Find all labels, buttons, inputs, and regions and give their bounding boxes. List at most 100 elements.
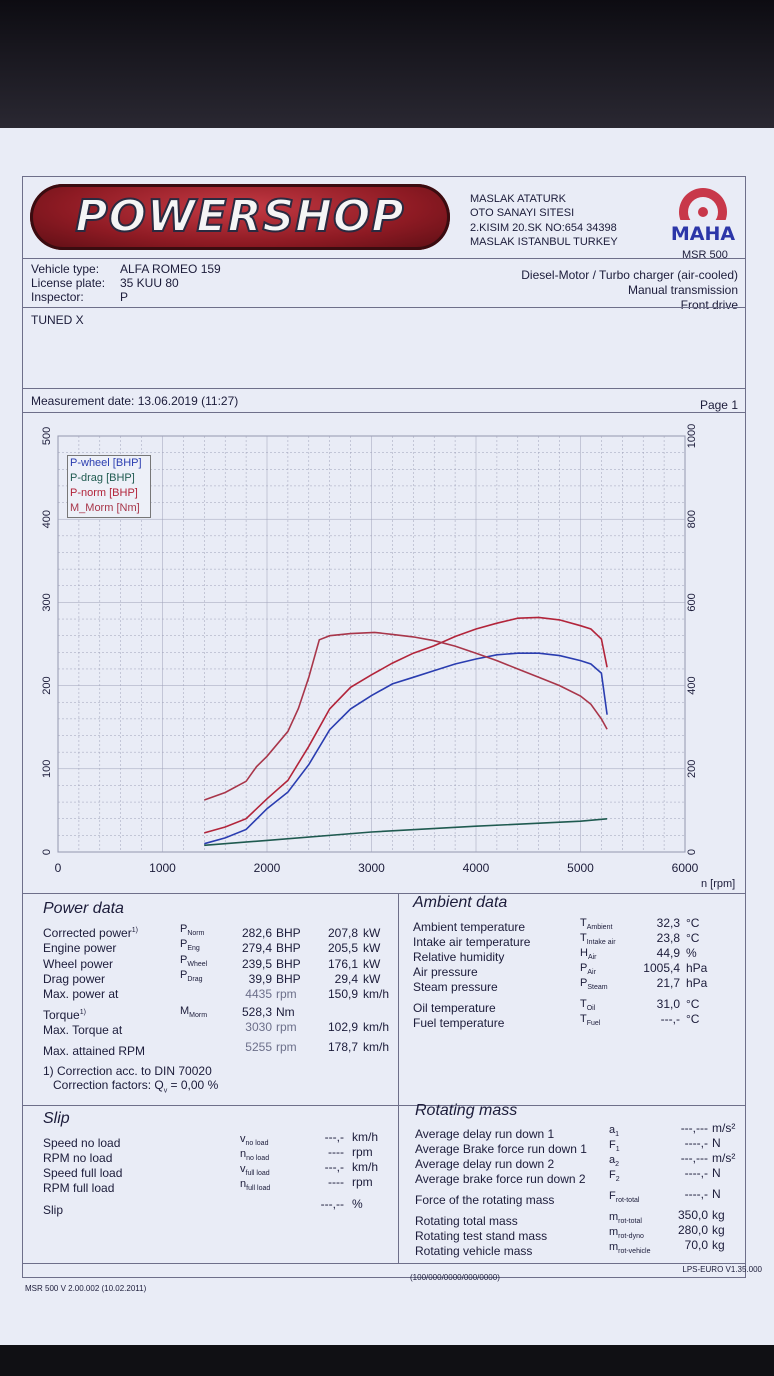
power-row-unit2: kW <box>363 926 381 940</box>
rotating-row-symbol: mrot-vehicle <box>609 1241 651 1256</box>
divider <box>22 893 746 894</box>
ambient-row-label: Oil temperature <box>413 1001 496 1015</box>
divider <box>22 388 746 389</box>
rotating-row-label: Rotating vehicle mass <box>415 1244 533 1258</box>
rotating-row-symbol: a2 <box>609 1154 620 1169</box>
slip-row-unit: km/h <box>352 1160 379 1174</box>
rotating-row-unit: N <box>712 1136 721 1150</box>
slip-row-unit: rpm <box>352 1145 373 1159</box>
slip-row-symbol: vfull load <box>240 1163 270 1178</box>
rotating-row-unit: m/s² <box>712 1151 736 1165</box>
model-label: MSR 500 <box>682 249 728 261</box>
y-left-tick-label: 300 <box>41 593 53 611</box>
slip-row-symbol: nfull load <box>240 1178 271 1193</box>
legend-p-wheel: P-wheel [BHP] <box>70 457 142 469</box>
ambient-row-symbol: PAir <box>580 962 596 977</box>
divider <box>22 1105 746 1106</box>
ambient-row-symbol: TFuel <box>580 1013 601 1028</box>
background-top <box>0 0 774 130</box>
engine-type: Diesel-Motor / Turbo charger (air-cooled… <box>521 268 738 282</box>
rotating-row-label: Force of the rotating mass <box>415 1193 555 1207</box>
printout-sheet <box>0 128 774 1348</box>
torque-at-rpm: 3030 <box>245 1020 272 1034</box>
x-tick-label: 3000 <box>358 861 385 875</box>
ambient-row-label: Air pressure <box>413 965 478 979</box>
slip-row-unit: rpm <box>352 1175 373 1189</box>
slip-row-label: Speed no load <box>43 1136 121 1150</box>
torque-at-speed: 102,9 <box>327 1020 358 1034</box>
p-norm-line <box>204 616 608 834</box>
x-tick-label: 0 <box>55 861 62 875</box>
torque-at-speed-unit: km/h <box>363 1020 390 1034</box>
torque-value: 528,3 <box>241 1005 272 1019</box>
legend-p-norm: P-norm [BHP] <box>70 487 138 499</box>
rotating-mass-title: Rotating mass <box>415 1102 518 1119</box>
rotating-row-value: ----,- <box>684 1187 708 1201</box>
torque-unit: Nm <box>276 1005 295 1019</box>
y-left-tick-label: 200 <box>41 676 53 694</box>
power-row-symbol: PEng <box>180 938 200 953</box>
slip-row-label: Speed full load <box>43 1166 123 1180</box>
remark: TUNED X <box>31 313 84 327</box>
power-row-value1: 4435 <box>245 987 272 1001</box>
p-drag-line <box>204 818 608 847</box>
rotating-row-value: 350,0 <box>677 1208 708 1222</box>
y-right-tick-label: 1000 <box>686 424 698 448</box>
rotating-row-unit: kg <box>712 1238 725 1252</box>
ambient-row-unit: °C <box>686 931 700 945</box>
torque-line <box>204 631 608 801</box>
ambient-row-symbol: TOil <box>580 998 596 1013</box>
report-frame <box>22 176 746 1278</box>
ambient-row-value: 32,3 <box>656 916 680 930</box>
slip-row-value: ---,- <box>324 1160 344 1174</box>
rotating-row-unit: kg <box>712 1223 725 1237</box>
vehicle-type-label: Vehicle type: <box>31 262 100 276</box>
power-row-unit1: rpm <box>276 987 297 1001</box>
slip-row-unit: km/h <box>352 1130 379 1144</box>
power-row-label: Max. power at <box>43 987 119 1001</box>
rotating-row-label: Rotating test stand mass <box>415 1229 548 1243</box>
power-row-symbol: PNorm <box>180 923 205 938</box>
power-row-value1: 39,9 <box>248 972 272 986</box>
ambient-row-unit: hPa <box>686 961 708 975</box>
ambient-row-label: Relative humidity <box>413 950 505 964</box>
legend-torque: M_Morm [Nm] <box>70 502 140 514</box>
slip-row-label: Slip <box>43 1203 64 1217</box>
power-row-unit2: km/h <box>363 987 390 1001</box>
rotating-row-value: ---,--- <box>680 1121 708 1135</box>
footer-software: LPS-EURO V1.35.000 <box>682 1265 762 1274</box>
footer-code: (100/000/0000/000/0000) <box>410 1273 500 1282</box>
y-left-tick-label: 500 <box>41 427 53 445</box>
x-tick-label: 1000 <box>149 861 176 875</box>
rotating-row-value: ----,- <box>684 1166 708 1180</box>
background-bottom <box>0 1345 774 1376</box>
correction-factors: Correction factors: Qv = 0,00 % <box>53 1078 219 1095</box>
rotating-row-unit: kg <box>712 1208 725 1222</box>
y-left-tick-label: 100 <box>41 760 53 778</box>
page-number: Page 1 <box>699 398 738 412</box>
y-right-tick-label: 800 <box>686 510 698 528</box>
chart-legend: P-wheel [BHP] P-drag [BHP] P-norm [BHP] … <box>67 455 151 518</box>
y-right-tick-label: 200 <box>686 760 698 778</box>
footer-version: MSR 500 V 2.00.002 (10.02.2011) <box>25 1284 147 1293</box>
power-row-label: Wheel power <box>43 957 114 971</box>
inspector-label: Inspector: <box>31 290 84 304</box>
slip-row-label: RPM full load <box>43 1181 115 1195</box>
rotating-row-symbol: mrot-dyno <box>609 1226 644 1241</box>
power-row-value1: 282,6 <box>241 926 272 940</box>
torque-at-label: Max. Torque at <box>43 1023 123 1037</box>
torque-at-rpm-unit: rpm <box>276 1020 297 1034</box>
power-row-value2: 176,1 <box>327 957 358 971</box>
power-row-unit2: kW <box>363 972 381 986</box>
rotating-row-symbol: F2 <box>609 1169 620 1184</box>
rotating-row-unit: m/s² <box>712 1121 736 1135</box>
power-row-label: Engine power <box>43 941 117 955</box>
rotating-row-label: Average delay run down 2 <box>415 1157 555 1171</box>
address-line-2: OTO SANAYI SITESI <box>470 207 575 219</box>
rotating-row-value: ---,--- <box>680 1151 708 1165</box>
rotating-row-symbol: mrot-total <box>609 1211 642 1226</box>
x-tick-label: 4000 <box>463 861 490 875</box>
x-tick-label: 5000 <box>567 861 594 875</box>
power-row-value2: 150,9 <box>327 987 358 1001</box>
rotating-row-symbol: Frot-total <box>609 1190 640 1205</box>
